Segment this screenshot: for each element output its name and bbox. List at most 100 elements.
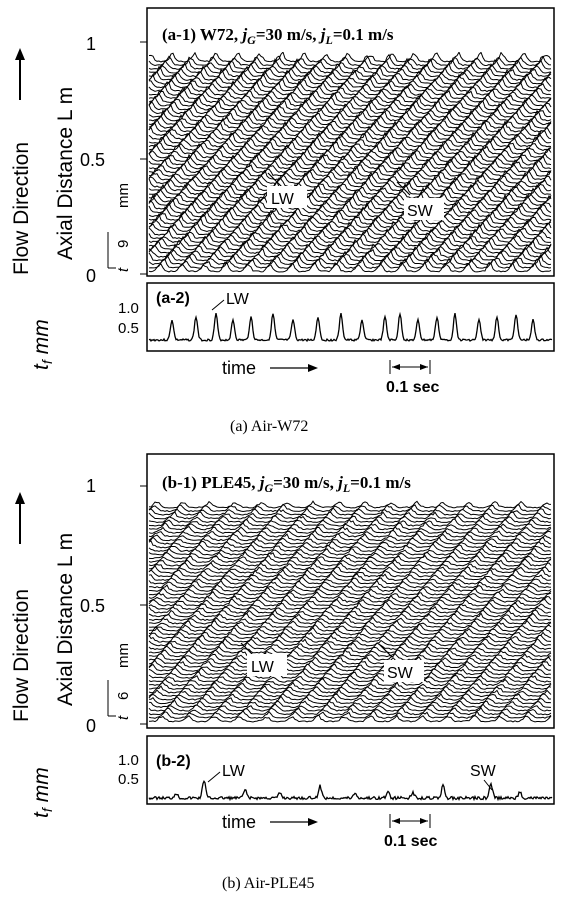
annotation-lw-b1: LW	[240, 642, 287, 676]
wave-trace	[148, 128, 552, 140]
wave-trace	[148, 261, 552, 273]
wave-trace	[148, 166, 552, 177]
wave-trace	[148, 674, 551, 683]
plot-frame-a1	[146, 7, 555, 277]
wave-trace	[148, 57, 552, 70]
annotation-sw-b2: SW	[470, 763, 497, 791]
ytick-a-05: 0.5	[80, 150, 105, 170]
wave-trace	[148, 87, 552, 100]
ytick-a2-10: 1.0	[118, 300, 139, 317]
wave-traces-a1	[148, 51, 552, 273]
wave-trace	[148, 151, 552, 163]
wave-trace	[148, 102, 552, 115]
wave-trace	[148, 568, 552, 578]
wave-trace	[148, 175, 552, 188]
wave-trace	[148, 540, 552, 549]
tf-small-label-a: t mm 9	[107, 183, 132, 272]
wave-trace	[148, 234, 552, 247]
wave-trace	[148, 217, 552, 229]
wave-trace	[148, 685, 552, 694]
subplot-title-a2: (a-2)	[156, 290, 190, 307]
wave-trace	[148, 710, 552, 719]
wave-trace	[148, 562, 552, 571]
wave-trace	[148, 623, 552, 632]
wave-trace	[148, 250, 552, 262]
svg-text:LW: LW	[271, 191, 295, 208]
plot-frame-b2	[146, 735, 555, 805]
scale-bar-a: 0.1 sec	[386, 360, 439, 396]
svg-text:SW: SW	[470, 763, 497, 780]
wave-trace	[148, 113, 552, 126]
wave-traces-b1	[148, 500, 552, 723]
svg-text:LW: LW	[226, 291, 250, 308]
svg-text:mm: mm	[115, 183, 132, 208]
wave-trace	[148, 656, 552, 665]
wave-trace	[148, 707, 552, 716]
ytick-a-1: 1	[86, 34, 96, 54]
axial-distance-label-b: Axial Distance L m	[54, 533, 77, 706]
svg-text:SW: SW	[407, 203, 434, 220]
wave-trace	[149, 681, 552, 690]
wave-trace	[148, 688, 552, 698]
plot-title-a1: (a-1) W72, jG=30 m/s, jL=0.1 m/s	[162, 25, 394, 47]
wave-trace	[148, 554, 552, 563]
wave-trace	[148, 645, 552, 654]
svg-text:SW: SW	[387, 665, 414, 682]
subplot-title-b2: (b-2)	[156, 753, 191, 770]
svg-text:0.1 sec: 0.1 sec	[386, 379, 439, 396]
tf-small-label-b: t mm 6	[107, 643, 132, 720]
wave-trace	[148, 652, 552, 661]
wave-trace	[148, 586, 552, 596]
wave-trace	[148, 514, 552, 524]
wave-trace	[148, 693, 551, 701]
annotation-sw-b1: SW	[378, 643, 424, 682]
wave-trace	[148, 572, 552, 582]
wave-trace	[148, 230, 552, 244]
wave-trace	[148, 590, 552, 600]
wave-trace	[148, 186, 552, 199]
tf-label-a2: tfmm	[30, 319, 55, 370]
wave-trace	[149, 108, 552, 122]
ytick-b2-05: 0.5	[118, 771, 139, 788]
plot-title-b1: (b-1) PLE45, jG=30 m/s, jL=0.1 m/s	[162, 473, 411, 495]
wave-trace	[148, 209, 552, 221]
wave-trace	[148, 670, 552, 679]
wave-trace	[148, 206, 552, 218]
wave-trace	[148, 139, 552, 151]
thickness-trace-b2	[148, 779, 553, 802]
caption-a: (a) Air-W72	[230, 418, 308, 435]
wave-trace	[148, 626, 552, 636]
wave-trace	[149, 583, 552, 592]
title-box-a1	[152, 14, 548, 52]
wave-trace	[148, 547, 552, 556]
wave-trace	[148, 65, 552, 78]
wave-trace	[148, 637, 552, 647]
wave-trace	[148, 239, 552, 251]
wave-trace	[148, 106, 552, 118]
wave-trace	[148, 201, 552, 214]
annotation-lw-a1: LW	[267, 172, 307, 208]
time-axis-label-b: time	[222, 812, 318, 832]
panel-b: Flow Direction Axial Distance L m t mm 6…	[10, 453, 555, 892]
wave-trace	[149, 616, 552, 625]
svg-text:6: 6	[115, 692, 132, 700]
wave-trace	[148, 136, 552, 148]
ytick-a-0: 0	[86, 266, 96, 286]
svg-text:t: t	[115, 267, 132, 272]
flow-direction-arrow-a	[15, 48, 25, 100]
wave-trace	[148, 500, 552, 509]
wave-trace	[149, 649, 552, 658]
wave-trace	[148, 532, 552, 542]
ytick-b-0: 0	[86, 716, 96, 736]
wave-trace	[148, 605, 551, 614]
svg-text:9: 9	[115, 240, 132, 248]
wave-trace	[148, 83, 552, 96]
wave-trace	[148, 634, 552, 643]
wave-trace	[148, 601, 552, 611]
wave-trace	[148, 663, 552, 672]
scale-bar-b: 0.1 sec	[384, 814, 437, 850]
wave-trace	[148, 565, 552, 574]
svg-text:time: time	[222, 358, 256, 378]
svg-text:time: time	[222, 812, 256, 832]
